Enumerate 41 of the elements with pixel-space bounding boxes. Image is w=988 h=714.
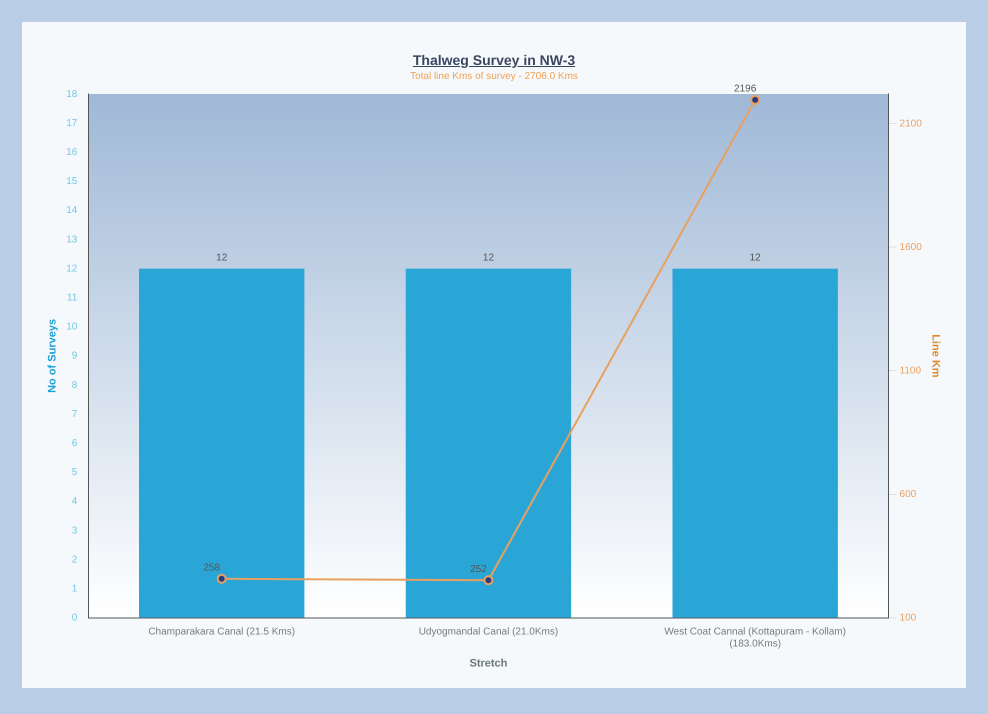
data-label: 258 bbox=[203, 562, 220, 574]
y2-tick-label: 100 bbox=[900, 612, 917, 624]
data-label: 252 bbox=[470, 564, 488, 575]
chart-title: Thalweg Survey in NW-3 bbox=[412, 52, 576, 68]
y-tick-label: 15 bbox=[66, 176, 78, 188]
y-tick-label: 18 bbox=[66, 88, 78, 100]
y-tick-label: 6 bbox=[72, 438, 78, 449]
y-tick-label: 1 bbox=[72, 583, 78, 594]
x-tick-label: West Coat Cannal (Kottapuram - Kollam) (183.0Kms) bbox=[664, 626, 846, 650]
chart-subtitle: Total line Kms of survey - 2706.0 Kms bbox=[409, 71, 579, 82]
point bbox=[216, 574, 227, 584]
y-tick-label: 12 bbox=[66, 263, 78, 274]
y-tick-label: 13 bbox=[66, 234, 78, 246]
y-tick-label: 5 bbox=[72, 467, 78, 478]
y-tick-label: 8 bbox=[72, 380, 78, 391]
data-label: 12 bbox=[216, 252, 228, 264]
data-label: 2196 bbox=[734, 84, 757, 95]
y-tick-label: 7 bbox=[72, 408, 78, 420]
y2-tick-label: 600 bbox=[900, 489, 917, 500]
point bbox=[750, 94, 760, 105]
y-tick-label: 14 bbox=[66, 205, 78, 216]
y-tick-label: 16 bbox=[66, 146, 78, 158]
y-tick-label: 9 bbox=[72, 350, 78, 362]
y-tick-label: 10 bbox=[66, 322, 78, 333]
y2-tick-label: 2100 bbox=[900, 118, 922, 130]
x-tick-label: Champarakara Canal (21.5 Kms) bbox=[148, 626, 296, 638]
y-tick-label: 3 bbox=[72, 525, 78, 536]
point bbox=[483, 575, 494, 586]
y-tick-label: 17 bbox=[66, 118, 78, 129]
y2-tick-label: 1100 bbox=[900, 365, 922, 376]
y2-axis-title: Line Km bbox=[929, 334, 942, 378]
data-label: 12 bbox=[482, 252, 494, 264]
y-tick-label: 11 bbox=[66, 292, 78, 304]
x-axis-title: Stretch bbox=[469, 657, 508, 670]
y-tick-label: 0 bbox=[72, 612, 78, 624]
y-axis-title: No of Surveys bbox=[46, 318, 59, 393]
data-label: 12 bbox=[750, 252, 762, 264]
y-tick-label: 2 bbox=[72, 554, 78, 566]
x-tick-label: Udyogmandal Canal (21.0Kms) bbox=[418, 626, 558, 638]
y-tick-label: 4 bbox=[72, 496, 78, 508]
y2-tick-label: 1600 bbox=[900, 242, 922, 253]
